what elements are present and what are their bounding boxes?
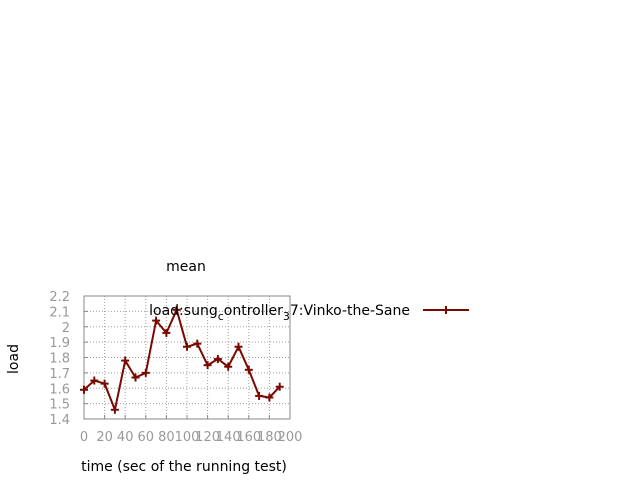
y-tick-label: 2	[62, 321, 70, 336]
x-tick-label: 180	[257, 430, 282, 445]
x-tick-label: 40	[117, 430, 134, 445]
data-point	[203, 361, 212, 370]
x-tick-label: 160	[236, 430, 261, 445]
data-point	[172, 305, 181, 314]
y-tick-label: 1.5	[49, 398, 70, 413]
data-point	[110, 405, 119, 414]
plot-border	[83, 295, 291, 420]
x-tick-label: 200	[278, 430, 303, 445]
legend-label-part: 7:Vinko-the-Sane	[290, 303, 410, 319]
data-point	[275, 382, 284, 391]
legend-subscript: c	[218, 310, 224, 323]
x-tick-label: 140	[216, 430, 241, 445]
data-point	[255, 391, 264, 400]
data-point	[121, 356, 130, 365]
plot-frame	[83, 295, 291, 420]
y-tick-label: 1.6	[49, 382, 70, 397]
data-point	[265, 393, 274, 402]
data-point	[162, 328, 171, 337]
x-tick-label: 80	[158, 430, 175, 445]
x-tick-label: 20	[96, 430, 113, 445]
legend-marker	[442, 306, 450, 314]
legend: load:sungcontroller37:Vinko-the-Sane	[149, 303, 469, 323]
y-tick-label: 2.1	[49, 305, 70, 320]
y-tick-labels: 1.41.51.61.71.81.922.12.2	[49, 290, 70, 428]
data-point	[213, 355, 222, 364]
data-point	[141, 368, 150, 377]
x-tick-label: 120	[195, 430, 220, 445]
y-axis-label: load	[6, 344, 22, 374]
chart-title: mean	[166, 259, 206, 275]
x-tick-label: 60	[138, 430, 155, 445]
data-point	[244, 365, 253, 374]
legend-label: load:sungcontroller37:Vinko-the-Sane	[149, 303, 410, 323]
data-point	[234, 342, 243, 351]
y-tick-label: 1.7	[49, 367, 70, 382]
data-point	[131, 373, 140, 382]
x-axis-label: time (sec of the running test)	[81, 459, 287, 475]
y-tick-label: 1.4	[49, 413, 70, 428]
data-point	[183, 342, 191, 351]
y-tick-label: 1.8	[49, 352, 70, 367]
data-point	[100, 379, 109, 388]
x-tick-label: 100	[175, 430, 200, 445]
legend-subscript: 3	[283, 310, 290, 323]
data-point	[152, 316, 161, 325]
legend-label-part: ontroller	[224, 303, 283, 319]
data-point	[193, 339, 202, 348]
data-point	[80, 385, 88, 394]
series-line	[83, 306, 281, 414]
legend-label-part: load:sung	[149, 303, 218, 319]
data-point	[90, 376, 99, 385]
data-point	[224, 362, 233, 371]
y-tick-label: 2.2	[49, 290, 70, 305]
series-group	[80, 305, 284, 414]
y-tick-label: 1.9	[49, 336, 70, 351]
x-tick-label: 0	[80, 430, 88, 445]
